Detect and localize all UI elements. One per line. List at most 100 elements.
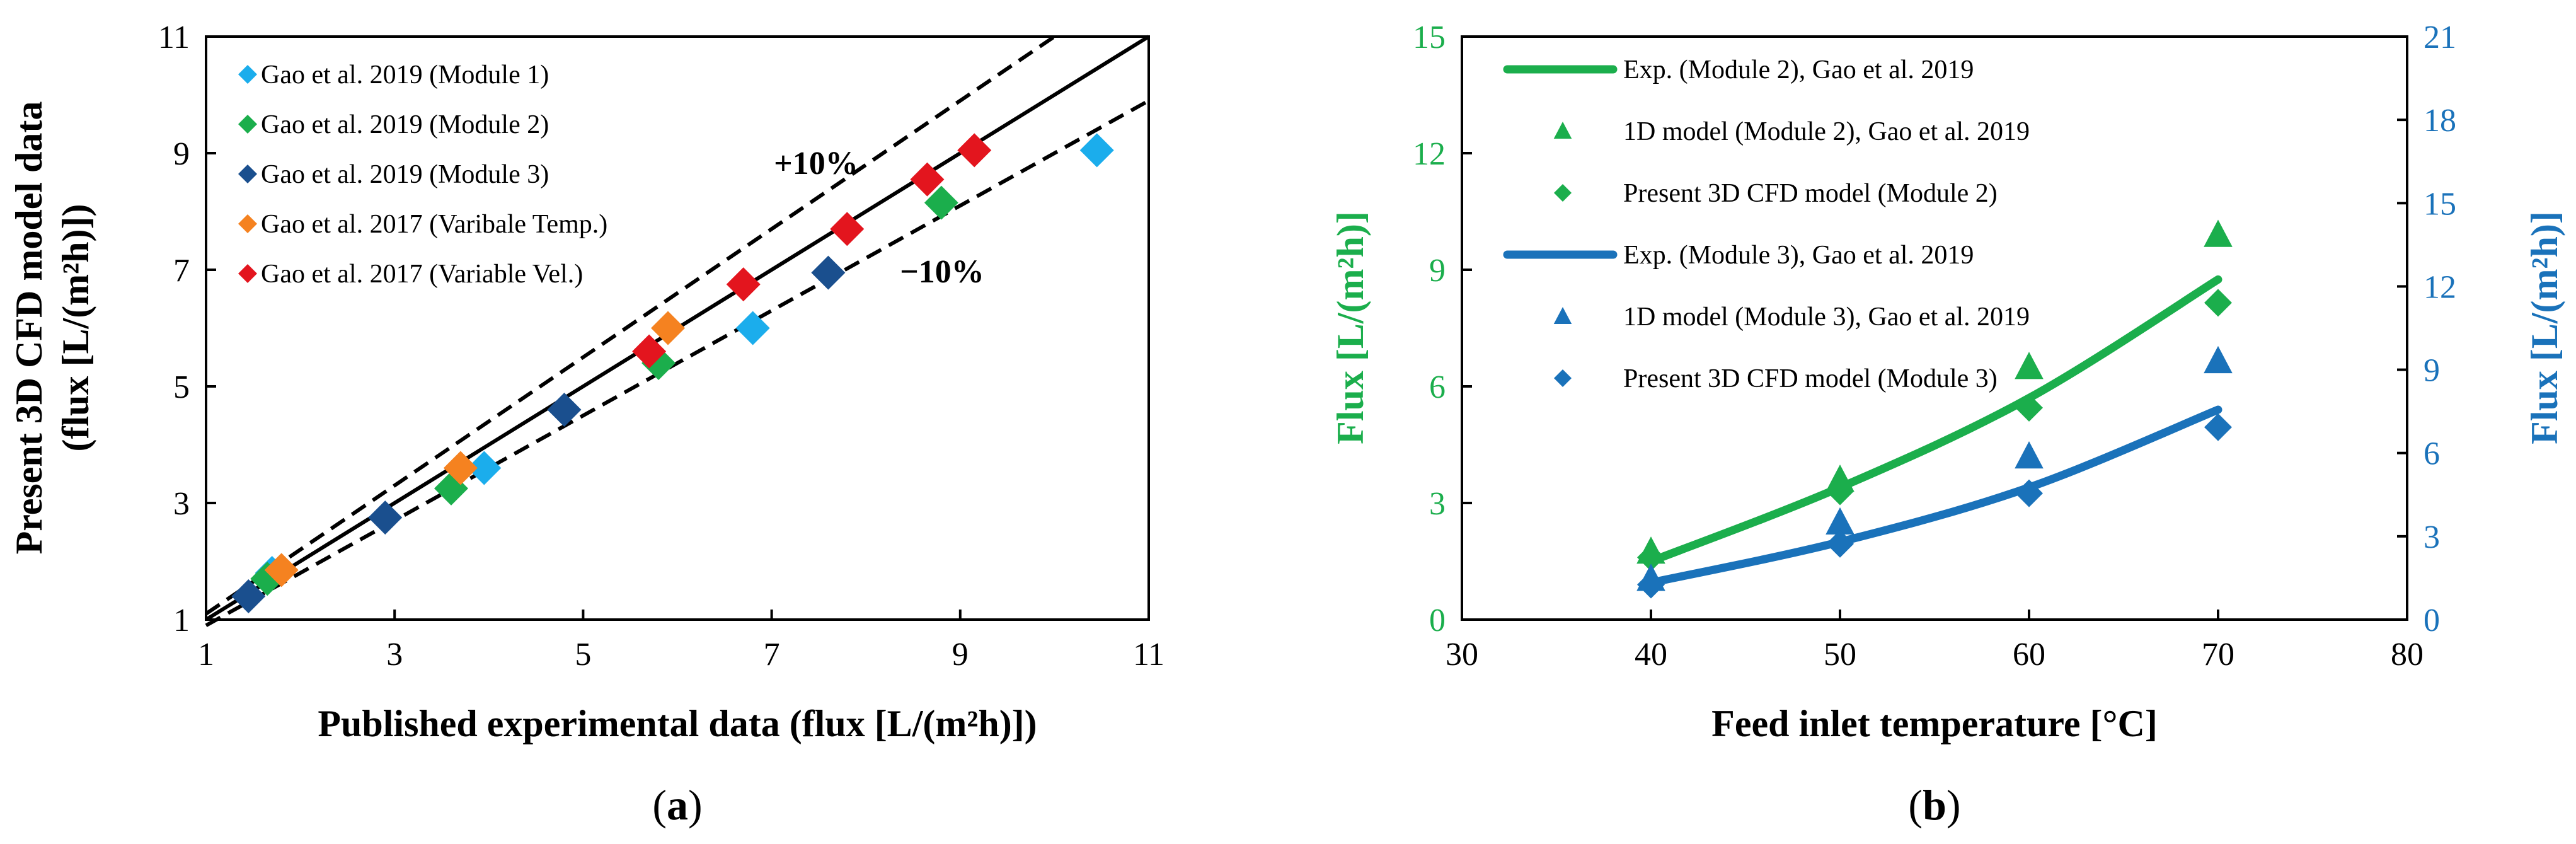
data-point-a-series-4 (957, 133, 992, 168)
plot-frame-b (1461, 35, 2408, 621)
data-point-b-series-2 (2204, 289, 2232, 317)
data-point-b-series-5 (1826, 529, 1854, 558)
legend-a: Gao et al. 2019 (Module 1) Gao et al. 201… (238, 61, 607, 289)
legend-label-b: Exp. (Module 3), Gao et al. 2019 (1623, 241, 1974, 270)
y-axis-label-a-line1: Present 3D CFD model data (8, 101, 50, 555)
legend-marker-a (238, 65, 257, 84)
legend-marker-b (1553, 307, 1572, 324)
x-tick-label-b: 70 (2202, 637, 2234, 673)
data-point-b-series-5 (2204, 413, 2232, 441)
y-tick-label-a: 3 (173, 486, 190, 522)
data-point-b-series-4 (1826, 507, 1854, 535)
data-point-a-series-4 (910, 162, 945, 197)
data-point-a-series-2 (231, 579, 266, 613)
data-point-b-series-2 (1826, 477, 1854, 506)
data-point-a-series-0 (735, 311, 770, 345)
series-line-b-3 (1647, 405, 2222, 587)
x-tick-label-a: 11 (1133, 637, 1164, 673)
y-tick-label-b-right: 12 (2424, 269, 2456, 305)
data-point-b-series-1 (2015, 352, 2044, 379)
legend-label-a: Gao et al. 2017 (Variable Vel.) (261, 260, 583, 289)
x-tick-label-b: 30 (1446, 637, 1478, 673)
data-point-a-series-3 (651, 311, 686, 345)
data-point-b-series-1 (2204, 219, 2233, 247)
data-point-a-series-4 (726, 267, 761, 302)
x-tick-label-b: 80 (2391, 637, 2424, 673)
data-point-a-series-3 (443, 451, 478, 485)
data-point-a-series-2 (368, 500, 403, 535)
y-tick-label-b-right: 21 (2424, 20, 2456, 55)
y-tick-label-b-left: 0 (1429, 603, 1446, 639)
x-tick-label-b: 40 (1635, 637, 1667, 673)
data-point-b-series-2 (1637, 543, 1665, 572)
y-tick-label-a: 1 (173, 603, 190, 639)
legend-label-b: Present 3D CFD model (Module 2) (1623, 179, 1998, 208)
x-tick-label-a: 5 (575, 637, 591, 673)
x-tick-label-b: 50 (1824, 637, 1856, 673)
y-axis-label-b-right: Flux [L/(m²h)] (2524, 211, 2565, 444)
y-tick-label-a: 9 (173, 136, 190, 172)
y-tick-label-b-right: 15 (2424, 186, 2456, 222)
reference-line-2 (205, 99, 1150, 627)
data-point-a-series-0 (1079, 133, 1114, 168)
x-axis-label-a: Published experimental data (flux [L/(m²… (318, 703, 1037, 744)
panel-label-a-letter: a (667, 781, 688, 829)
y-tick-label-b-right: 18 (2424, 103, 2456, 139)
y-tick-label-b-right: 3 (2424, 519, 2440, 555)
legend-label-b: Present 3D CFD model (Module 3) (1623, 364, 1998, 393)
y-tick-label-a: 5 (173, 369, 190, 405)
data-point-b-series-4 (2204, 345, 2233, 374)
x-tick-label-a: 3 (386, 637, 403, 673)
series-line-b-0 (1647, 275, 2222, 565)
data-point-a-series-2 (811, 255, 846, 290)
data-point-a-series-1 (641, 346, 676, 380)
legend-marker-a (238, 214, 257, 233)
legend-label-b: Exp. (Module 2), Gao et al. 2019 (1623, 55, 1974, 84)
y-tick-label-a: 7 (173, 253, 190, 289)
x-tick-label-b: 60 (2013, 637, 2045, 673)
legend-label-b: 1D model (Module 2), Gao et al. 2019 (1623, 117, 2030, 146)
minus-10-label: −10% (900, 254, 984, 290)
y-tick-label-a: 11 (158, 20, 190, 55)
data-marks-b (1636, 219, 2233, 599)
y-tick-label-b-right: 6 (2424, 436, 2440, 472)
legend-marker-b (1553, 122, 1572, 139)
y-tick-label-b-left: 12 (1413, 136, 1446, 172)
data-point-b-series-4 (2015, 441, 2044, 469)
data-point-a-series-4 (632, 334, 667, 369)
y-tick-label-b-left: 6 (1429, 369, 1446, 405)
y-tick-label-b-left: 15 (1413, 20, 1446, 55)
legend-marker-b (1554, 369, 1572, 387)
legend-b: Exp. (Module 2), Gao et al. 2019 1D model… (1503, 55, 2030, 393)
data-point-a-series-2 (547, 393, 582, 427)
panel-label-b-letter: b (1923, 781, 1946, 829)
legend-marker-a (238, 165, 257, 183)
y-tick-label-b-right: 9 (2424, 353, 2440, 389)
y-tick-label-b-right: 0 (2424, 603, 2440, 639)
legend-label-a: Gao et al. 2017 (Varibale Temp.) (261, 210, 607, 239)
panel-label-a: (a) (652, 781, 702, 829)
x-axis-label-b: Feed inlet temperature [°C] (1711, 703, 2158, 744)
x-tick-label-a: 7 (764, 637, 780, 673)
plus-10-label: +10% (774, 146, 858, 182)
x-tick-label-a: 9 (952, 637, 969, 673)
data-point-b-series-5 (2015, 479, 2043, 507)
y-tick-label-b-left: 3 (1429, 486, 1446, 522)
legend-label-a: Gao et al. 2019 (Module 3) (261, 160, 549, 189)
x-tick-label-a: 1 (198, 637, 214, 673)
legend-label-a: Gao et al. 2019 (Module 1) (261, 61, 549, 90)
legend-label-b: 1D model (Module 3), Gao et al. 2019 (1623, 303, 2030, 332)
data-point-b-series-5 (1637, 570, 1665, 599)
legend-marker-b (1554, 184, 1572, 202)
legend-marker-a (238, 115, 257, 134)
data-point-b-series-2 (2015, 393, 2043, 422)
plot-frame-a (205, 35, 1150, 621)
legend-marker-a (238, 264, 257, 283)
reference-line-1 (205, 35, 1056, 616)
y-tick-label-b-left: 9 (1429, 253, 1446, 289)
